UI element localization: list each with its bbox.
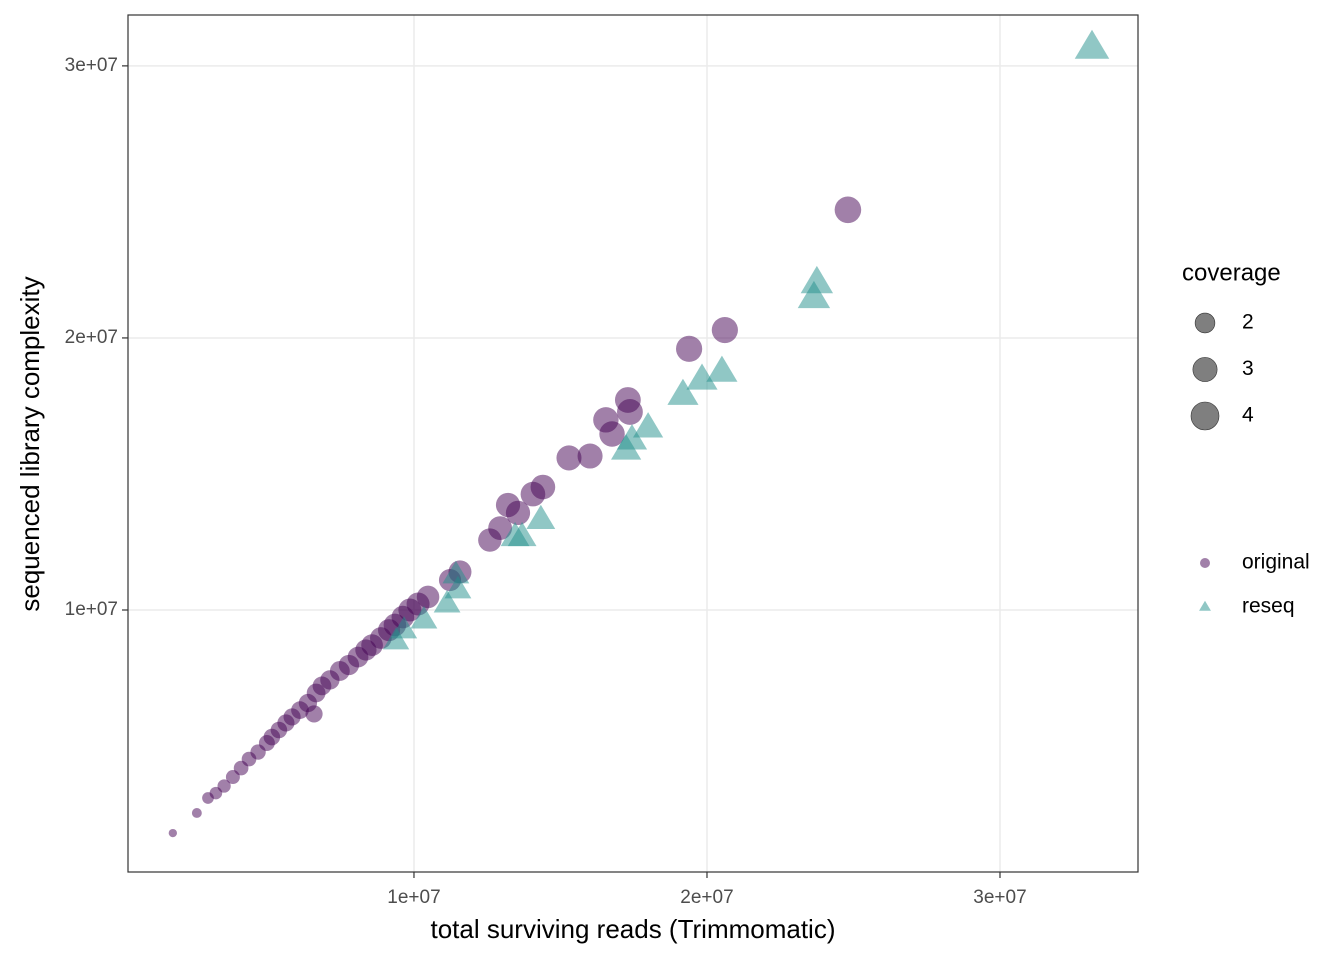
point — [526, 504, 556, 530]
point — [1074, 29, 1110, 59]
size-legend-key — [1190, 401, 1220, 431]
point — [556, 445, 582, 471]
legend-key — [1199, 600, 1211, 611]
size-legend-label: 4 — [1242, 404, 1254, 427]
size-legend-key — [1192, 357, 1218, 382]
panel-border — [127, 14, 1139, 873]
point — [800, 265, 834, 294]
x-tick-label: 2e+07 — [680, 887, 733, 908]
point — [667, 378, 699, 405]
legend-label: original — [1242, 551, 1310, 574]
point — [305, 705, 323, 723]
legend-label: reseq — [1242, 595, 1295, 618]
x-axis-title: total surviving reads (Trimmomatic) — [430, 914, 835, 944]
point — [616, 424, 648, 450]
point — [433, 589, 461, 613]
size-legend-label: 2 — [1242, 311, 1254, 334]
point — [599, 421, 625, 447]
point — [410, 605, 438, 629]
point — [505, 500, 531, 526]
point — [676, 335, 703, 362]
size-legend-key — [1194, 312, 1216, 334]
y-tick-label: 2e+07 — [65, 327, 118, 348]
point — [442, 560, 470, 584]
point — [217, 779, 231, 793]
y-tick-label: 3e+07 — [65, 55, 118, 76]
point — [168, 828, 177, 838]
x-tick-label: 1e+07 — [387, 887, 440, 908]
point — [686, 363, 718, 390]
point — [390, 616, 418, 639]
point — [530, 474, 556, 500]
point — [488, 516, 513, 541]
point — [632, 412, 664, 438]
y-tick-label: 1e+07 — [65, 599, 118, 620]
legend: 2 3 4 original reseq — [1190, 311, 1310, 618]
point — [834, 196, 862, 224]
point — [797, 280, 831, 309]
legend-key — [1200, 558, 1210, 568]
point — [711, 316, 738, 344]
point — [507, 521, 537, 547]
grid — [128, 15, 1138, 872]
points — [168, 29, 1110, 838]
point — [706, 355, 738, 382]
point — [191, 808, 202, 818]
point — [416, 585, 440, 609]
point — [444, 575, 472, 599]
y-axis-title: sequenced library complexity — [15, 276, 45, 611]
point — [577, 443, 603, 469]
x-tick-label: 3e+07 — [973, 887, 1026, 908]
size-legend-label: 3 — [1242, 357, 1254, 380]
size-legend-title: coverage — [1182, 259, 1281, 286]
point — [617, 399, 643, 425]
